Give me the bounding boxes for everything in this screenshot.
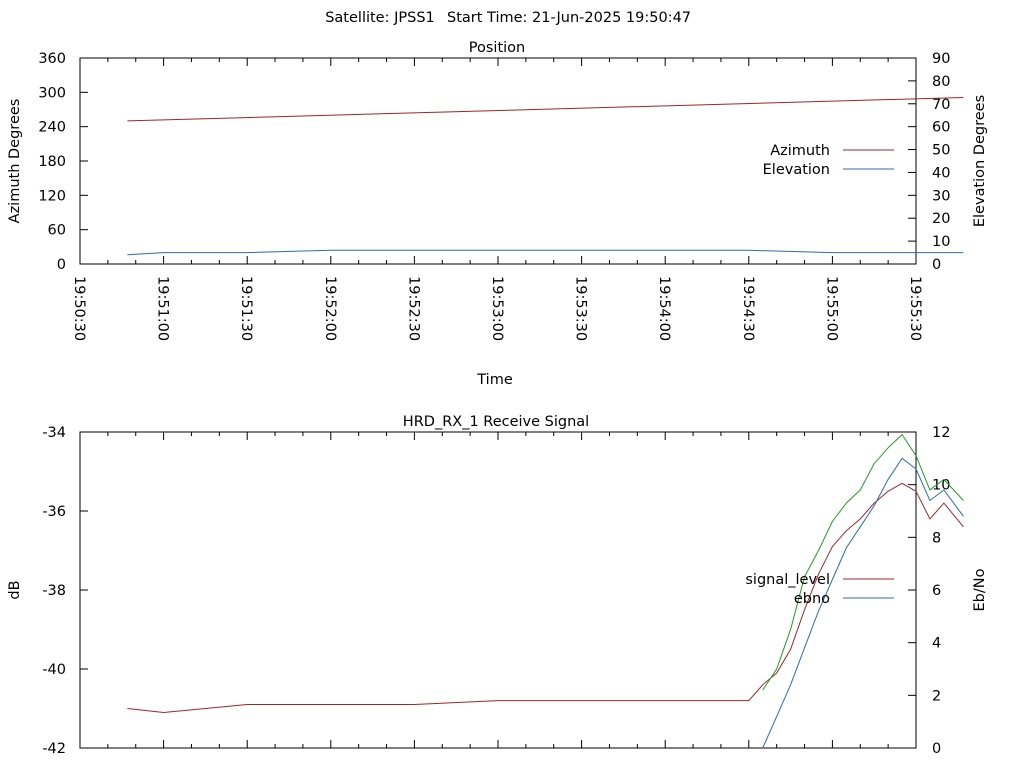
y-tick-label: 240: [38, 120, 66, 136]
position-axes: 0 60 120 180 240 300 360 0 10 20 30 40 50 60 70 80 90 19:…: [38, 51, 950, 341]
signal-y-axis-label: dB: [7, 580, 23, 599]
start-time-label: Start Time: 21-Jun-2025 19:50:47: [447, 10, 691, 26]
position-y-axis-label: Azimuth Degrees: [7, 99, 23, 224]
position-y2-axis-label: Elevation Degrees: [972, 95, 988, 227]
x-tick-label: 19:51:00: [155, 276, 171, 341]
position-title: Position: [469, 40, 525, 56]
signal-y2-axis-label: Eb/No: [972, 568, 988, 611]
y2-tick-label: 8: [932, 530, 941, 546]
x-tick-label: 19:51:30: [238, 276, 254, 341]
x-tick-label: 19:50:30: [71, 276, 87, 341]
position-series: [127, 97, 964, 256]
y2-tick-label: 40: [932, 165, 950, 181]
y2-tick-label: 20: [932, 211, 950, 227]
series-line-signal-level: [127, 482, 964, 714]
y2-tick-label: 12: [932, 425, 950, 441]
legend-label: signal_level: [745, 572, 830, 588]
y-tick-label: -40: [42, 662, 66, 678]
x-tick-label: 19:52:30: [405, 276, 421, 341]
satellite-label: Satellite: JPSS1: [325, 10, 435, 26]
y2-tick-label: 2: [932, 688, 941, 704]
y2-tick-label: 80: [932, 74, 950, 90]
x-tick-label: 19:54:00: [656, 276, 672, 341]
y-tick-label: -36: [42, 504, 66, 520]
x-tick-label: 19:55:00: [823, 276, 839, 341]
position-legend: Azimuth Elevation: [763, 143, 894, 178]
y-tick-label: 360: [38, 51, 66, 67]
y2-tick-label: 6: [932, 583, 941, 599]
y2-tick-label: 10: [932, 234, 950, 250]
series-line-elevation: [127, 249, 964, 256]
y2-tick-label: 0: [932, 741, 941, 757]
signal-title: HRD_RX_1 Receive Signal: [403, 414, 589, 430]
y-tick-label: -42: [42, 741, 66, 757]
series-line-azimuth: [127, 97, 964, 122]
legend-label: Azimuth: [770, 143, 830, 159]
y2-tick-label: 60: [932, 120, 950, 136]
y2-tick-label: 70: [932, 97, 950, 113]
y-tick-label: -38: [42, 583, 66, 599]
position-plot-frame: [79, 57, 917, 265]
y2-tick-label: 0: [932, 257, 941, 273]
x-tick-label: 19:53:30: [573, 276, 589, 341]
y-tick-label: 300: [38, 85, 66, 101]
y2-tick-label: 50: [932, 143, 950, 159]
legend-label: Elevation: [763, 162, 830, 178]
y2-tick-label: 4: [932, 636, 941, 652]
x-tick-label: 19:55:30: [907, 276, 923, 341]
legend-label: ebno: [794, 591, 830, 607]
y-tick-label: 0: [57, 257, 66, 273]
position-x-axis-label: Time: [476, 372, 513, 388]
series-line-unnamed-2: [762, 433, 964, 691]
y-tick-label: -34: [42, 425, 66, 441]
x-tick-label: 19:54:30: [740, 276, 756, 341]
series-line-ebno: [762, 457, 964, 749]
y-tick-label: 60: [48, 223, 66, 239]
x-tick-label: 19:53:00: [489, 276, 505, 341]
y-tick-label: 180: [38, 154, 66, 170]
y-tick-label: 120: [38, 188, 66, 204]
y2-tick-label: 90: [932, 51, 950, 67]
signal-series: [127, 433, 964, 749]
x-tick-label: 19:52:00: [322, 276, 338, 341]
y2-tick-label: 30: [932, 188, 950, 204]
